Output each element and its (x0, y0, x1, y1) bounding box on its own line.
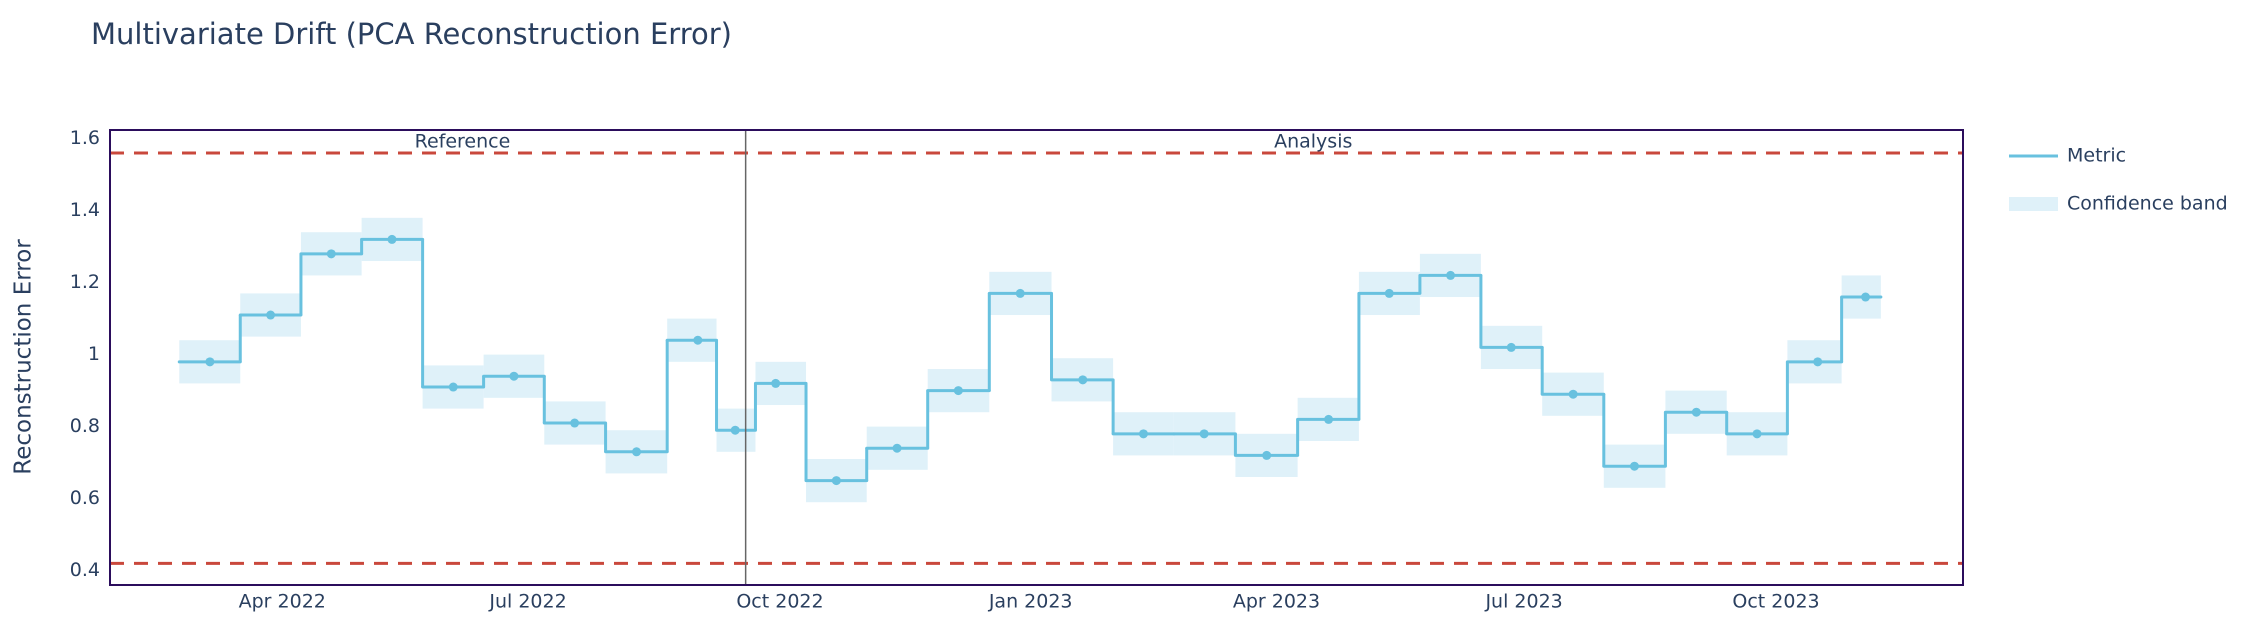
y-tick-label: 0.4 (70, 559, 100, 581)
point (1446, 270, 1456, 280)
point (1384, 288, 1394, 298)
point (1861, 292, 1871, 302)
legend-label: Confidence band (2067, 193, 2228, 215)
point (953, 386, 963, 396)
x-tick-label: Oct 2023 (1732, 591, 1819, 613)
point (693, 335, 703, 345)
point (1691, 407, 1701, 417)
point (326, 249, 336, 259)
chart-title: Multivariate Drift (PCA Reconstruction E… (91, 17, 732, 51)
point (1752, 429, 1762, 439)
point (771, 378, 781, 388)
legend-swatch (2009, 197, 2058, 211)
y-tick-label: 1.2 (70, 271, 100, 293)
point (632, 447, 642, 457)
period-label: Analysis (1274, 131, 1352, 153)
point (1568, 389, 1578, 399)
point (387, 234, 397, 244)
x-tick-label: Jul 2022 (488, 591, 566, 613)
period-label: Reference (415, 131, 511, 153)
point (1813, 357, 1823, 367)
y-tick-label: 1 (88, 343, 100, 365)
point (892, 443, 902, 453)
x-tick-label: Apr 2023 (1233, 591, 1320, 613)
point (1262, 450, 1272, 460)
x-tick-label: Apr 2022 (239, 591, 326, 613)
point (1629, 461, 1639, 471)
point (1078, 375, 1088, 385)
y-tick-label: 0.6 (70, 487, 100, 509)
point (730, 425, 740, 435)
y-tick-label: 0.8 (70, 415, 100, 437)
point (509, 371, 519, 381)
x-tick-label: Oct 2022 (736, 591, 823, 613)
point (1138, 429, 1148, 439)
plot-area (110, 151, 1963, 565)
y-tick-label: 1.4 (70, 199, 100, 221)
point (1506, 342, 1516, 352)
point (266, 310, 276, 320)
point (448, 382, 458, 392)
point (1015, 288, 1025, 298)
plot-frame (109, 129, 1964, 586)
y-tick-label: 1.6 (70, 127, 100, 149)
point (1199, 429, 1209, 439)
point (205, 357, 215, 367)
legend-label: Metric (2067, 145, 2126, 167)
point (570, 418, 580, 428)
x-tick-label: Jul 2023 (1484, 591, 1562, 613)
y-axis-title: Reconstruction Error (11, 239, 37, 475)
point (1324, 414, 1334, 424)
x-tick-label: Jan 2023 (988, 591, 1073, 613)
point (831, 476, 841, 486)
